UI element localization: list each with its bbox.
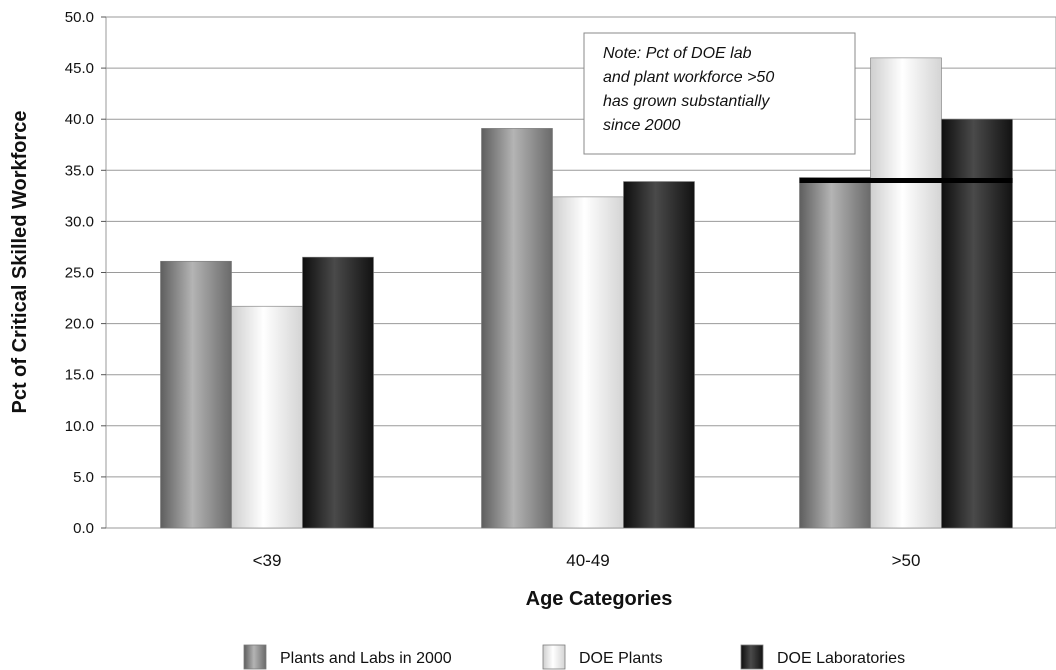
y-axis-title: Pct of Critical Skilled Workforce bbox=[9, 110, 31, 413]
y-tick-label: 35.0 bbox=[65, 162, 94, 179]
legend: Plants and Labs in 2000 DOE Plants DOE Lab… bbox=[243, 644, 905, 670]
legend-item: DOE Plants bbox=[542, 644, 663, 670]
y-tick-label: 20.0 bbox=[65, 316, 94, 333]
x-category-label: >50 bbox=[892, 551, 921, 570]
note-line: Note: Pct of DOE lab bbox=[603, 45, 752, 62]
bar bbox=[623, 181, 695, 529]
x-category-label: <39 bbox=[253, 551, 282, 570]
bar bbox=[941, 118, 1013, 529]
legend-swatch bbox=[243, 644, 267, 670]
y-tick-label: 50.0 bbox=[65, 9, 94, 26]
bar bbox=[481, 128, 553, 529]
y-tick-label: 30.0 bbox=[65, 213, 94, 230]
y-tick-label: 15.0 bbox=[65, 367, 94, 384]
x-axis-labels: <39 40-49 >50 bbox=[253, 551, 921, 570]
note-line: and plant workforce >50 bbox=[603, 69, 774, 86]
legend-item: Plants and Labs in 2000 bbox=[243, 644, 452, 670]
y-axis-ticks: 0.0 5.0 10.0 15.0 20.0 25.0 30.0 35.0 40.0 45.0 50… bbox=[65, 9, 106, 537]
x-axis-title: Age Categories bbox=[526, 588, 673, 610]
note-line: since 2000 bbox=[603, 117, 680, 134]
legend-label: DOE Laboratories bbox=[777, 650, 905, 667]
note-box bbox=[583, 32, 856, 155]
legend-swatch bbox=[542, 644, 566, 670]
bar bbox=[160, 260, 232, 529]
bar bbox=[799, 177, 871, 529]
y-tick-label: 0.0 bbox=[73, 520, 94, 537]
y-tick-label: 10.0 bbox=[65, 418, 94, 435]
bar bbox=[302, 256, 374, 529]
legend-swatch bbox=[740, 644, 764, 670]
y-tick-label: 25.0 bbox=[65, 265, 94, 282]
legend-item: DOE Laboratories bbox=[740, 644, 905, 670]
bar bbox=[552, 196, 624, 529]
legend-label: DOE Plants bbox=[579, 650, 663, 667]
bar bbox=[870, 57, 942, 529]
note-line: has grown substantially bbox=[603, 93, 770, 110]
note-annotation: Note: Pct of DOE lab and plant workforce … bbox=[583, 32, 856, 155]
x-category-label: 40-49 bbox=[566, 551, 609, 570]
y-tick-label: 5.0 bbox=[73, 469, 94, 486]
y-tick-label: 40.0 bbox=[65, 111, 94, 128]
y-tick-label: 45.0 bbox=[65, 60, 94, 77]
bars bbox=[160, 57, 1013, 529]
legend-label: Plants and Labs in 2000 bbox=[280, 650, 452, 667]
bar bbox=[231, 305, 303, 529]
